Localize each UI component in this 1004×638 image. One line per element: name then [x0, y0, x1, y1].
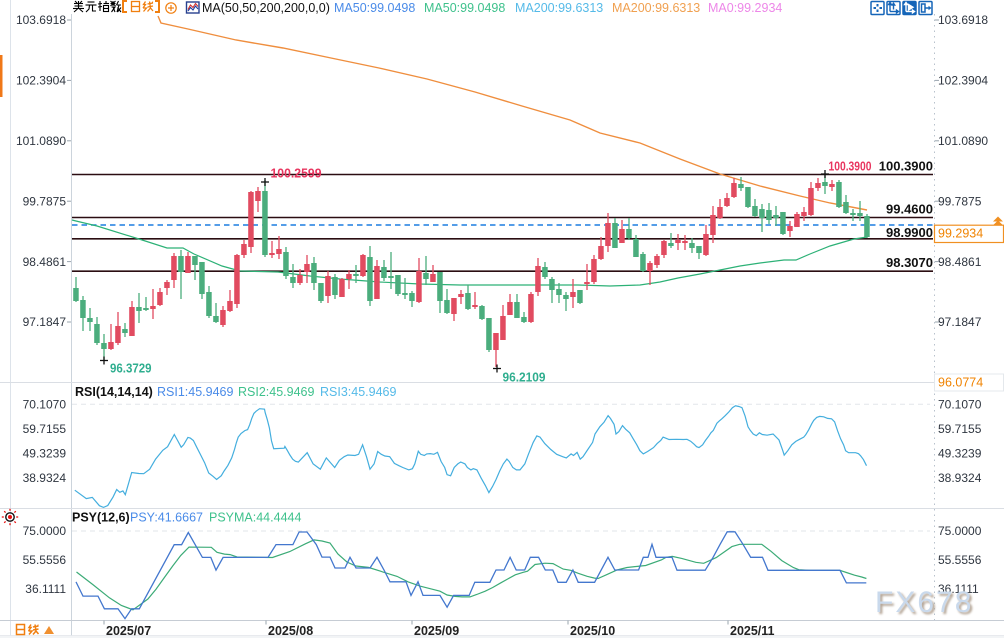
svg-text:MA200:99.6313: MA200:99.6313: [515, 1, 603, 15]
svg-text:101.0890: 101.0890: [938, 134, 988, 148]
svg-text:MA(50,50,200,200,0,0): MA(50,50,200,200,0,0): [202, 1, 330, 15]
svg-text:99.7875: 99.7875: [23, 194, 67, 208]
svg-text:38.9324: 38.9324: [938, 471, 982, 485]
svg-text:49.3239: 49.3239: [938, 447, 982, 461]
svg-text:102.3904: 102.3904: [16, 74, 66, 88]
svg-text:103.6918: 103.6918: [938, 13, 988, 27]
svg-text:36.1111: 36.1111: [938, 582, 979, 596]
svg-text:RSI1:45.9469: RSI1:45.9469: [157, 385, 233, 399]
svg-text:2025/07: 2025/07: [106, 624, 151, 638]
svg-text:38.9324: 38.9324: [23, 471, 67, 485]
svg-text:96.0774: 96.0774: [938, 376, 983, 390]
svg-text:49.3239: 49.3239: [23, 447, 67, 461]
svg-text:97.1847: 97.1847: [23, 315, 67, 329]
svg-text:98.4861: 98.4861: [23, 255, 67, 269]
svg-text:MA200:99.6313: MA200:99.6313: [612, 1, 700, 15]
svg-text:PSYMA:44.4444: PSYMA:44.4444: [209, 511, 301, 525]
svg-text:MA0:99.2934: MA0:99.2934: [708, 1, 782, 15]
svg-text:99.2934: 99.2934: [938, 227, 983, 241]
svg-text:100.3900: 100.3900: [829, 159, 872, 174]
svg-text:RSI(14,14,14): RSI(14,14,14): [75, 385, 153, 399]
svg-text:2025/09: 2025/09: [414, 624, 459, 638]
svg-text:99.7875: 99.7875: [938, 194, 982, 208]
svg-text:101.0890: 101.0890: [16, 134, 66, 148]
svg-text:96.2109: 96.2109: [503, 371, 546, 385]
svg-text:75.0000: 75.0000: [938, 524, 982, 538]
svg-text:103.6918: 103.6918: [16, 13, 66, 27]
svg-text:99.4600: 99.4600: [886, 202, 933, 217]
svg-text:98.4861: 98.4861: [938, 255, 982, 269]
svg-text:55.5556: 55.5556: [938, 553, 982, 567]
svg-text:59.7155: 59.7155: [938, 422, 982, 436]
svg-text:97.1847: 97.1847: [938, 315, 982, 329]
svg-text:98.9900: 98.9900: [886, 225, 933, 240]
svg-text:70.1070: 70.1070: [938, 398, 982, 412]
svg-text:100.2599: 100.2599: [271, 166, 322, 181]
svg-text:59.7155: 59.7155: [23, 422, 67, 436]
svg-text:55.5556: 55.5556: [23, 553, 67, 567]
svg-text:RSI2:45.9469: RSI2:45.9469: [238, 385, 314, 399]
svg-text:75.0000: 75.0000: [23, 524, 67, 538]
svg-text:70.1070: 70.1070: [23, 398, 67, 412]
svg-text:2025/08: 2025/08: [268, 624, 313, 638]
svg-text:MA50:99.0498: MA50:99.0498: [424, 1, 505, 15]
svg-text:36.1111: 36.1111: [25, 582, 66, 596]
svg-text:PSY(12,6): PSY(12,6): [72, 511, 130, 525]
svg-text:96.3729: 96.3729: [110, 362, 152, 376]
svg-text:2025/10: 2025/10: [570, 624, 615, 638]
svg-text:2025/11: 2025/11: [730, 624, 775, 638]
svg-text:FX678: FX678: [875, 586, 973, 619]
svg-text:102.3904: 102.3904: [938, 74, 988, 88]
svg-text:100.3900: 100.3900: [879, 159, 933, 174]
svg-text:MA50:99.0498: MA50:99.0498: [334, 1, 415, 15]
svg-text:RSI3:45.9469: RSI3:45.9469: [320, 385, 396, 399]
svg-text:98.3070: 98.3070: [886, 255, 933, 270]
svg-text:PSY:41.6667: PSY:41.6667: [130, 511, 203, 525]
